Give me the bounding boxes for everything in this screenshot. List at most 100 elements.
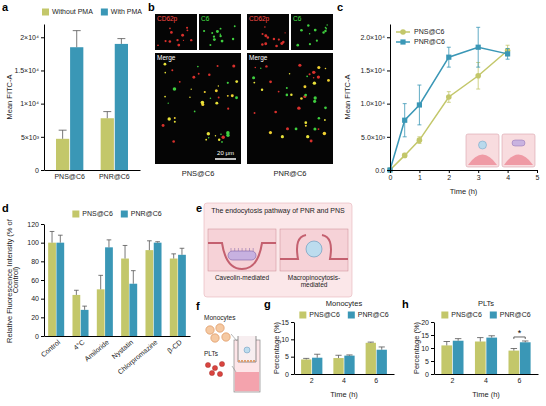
axis-title: Percentage (%)	[412, 321, 421, 374]
particle-spike	[242, 248, 243, 251]
tick: 2	[310, 374, 314, 384]
inset-particle	[479, 141, 487, 149]
tick: 40	[31, 295, 44, 302]
micrograph-speck	[307, 24, 309, 26]
micrograph-speck	[317, 75, 320, 78]
chart-h: 05101520246*PLTsPercentage (%)Time (h)PN…	[412, 299, 539, 399]
diagram-title: The endocytosis pathway of PNR and PNS	[211, 207, 345, 215]
tick: 1.5×10⁴	[14, 67, 44, 74]
micrograph-speck	[309, 33, 311, 35]
micrograph-speck	[326, 24, 327, 25]
micrograph-speck	[227, 82, 229, 84]
micrograph-speck	[164, 96, 166, 98]
tick-label: 80	[31, 258, 39, 265]
micrograph-speck	[267, 36, 269, 38]
panel-letter: b	[148, 1, 155, 13]
chart-title: PLTs	[478, 299, 494, 308]
legend-label: PNR@C6	[358, 311, 389, 318]
axis-line	[390, 25, 391, 171]
micrograph-speck	[254, 67, 256, 69]
micrograph-speck	[220, 28, 222, 30]
micrograph-speck	[169, 40, 172, 43]
channel-label: C6	[293, 15, 302, 22]
tick-label: 4	[484, 377, 488, 384]
tick: β-CD	[166, 336, 184, 355]
micrograph-speck	[305, 125, 307, 127]
micrograph-speck	[232, 64, 235, 67]
y-axis: 05101520	[421, 319, 434, 378]
annotation: *	[518, 328, 522, 338]
inset-particle	[512, 140, 525, 146]
tick-label: 0	[425, 371, 429, 378]
monocyte-icon	[206, 326, 214, 334]
micrograph-group: CD62pC6MergePNS@C620 μm	[155, 14, 241, 178]
micrograph-speck	[220, 133, 222, 135]
channel-label: CD62p	[249, 15, 270, 23]
diagram-frame	[204, 203, 352, 297]
membrane	[280, 235, 348, 259]
micrograph-speck	[231, 94, 234, 97]
error-bar	[58, 235, 63, 242]
tick-label: 0	[35, 167, 39, 174]
tick: 2	[447, 170, 451, 181]
micrograph-speck	[219, 35, 221, 37]
text-line: mediated	[301, 281, 328, 288]
micrograph-speck	[313, 128, 316, 131]
tick-label: Chlorpromazine	[116, 338, 159, 376]
tick: 6	[374, 374, 378, 384]
tick: 4	[342, 374, 346, 384]
micrograph-speck	[227, 95, 229, 97]
micrograph-speck	[157, 44, 159, 46]
particle-spike	[245, 248, 246, 251]
tick: 20	[31, 314, 44, 321]
legend-swatch	[101, 9, 108, 16]
tick: 1.0×10⁴	[360, 100, 390, 107]
line	[390, 47, 508, 170]
micrograph-speck	[213, 36, 215, 38]
tick: 0	[389, 170, 393, 181]
tick-label: 15	[421, 332, 429, 339]
line	[390, 51, 508, 170]
error-bar	[511, 349, 517, 351]
pathway-label: Macropinocytosis-mediated	[288, 274, 340, 288]
error-bar	[50, 231, 55, 242]
text-line: Control)	[11, 266, 20, 293]
micrograph-speck	[317, 66, 320, 69]
axis-line	[44, 25, 45, 171]
merge-label: Merge	[157, 54, 176, 62]
tick-label: 2	[310, 377, 314, 384]
insert	[238, 336, 256, 362]
error-bar	[417, 137, 421, 144]
micrograph-speck	[325, 68, 327, 70]
bar	[105, 247, 113, 336]
tick-label: 4	[506, 174, 510, 181]
tick-label: 6	[518, 377, 522, 384]
scale-bar	[215, 158, 236, 160]
legend-label: Without PMA	[52, 8, 93, 15]
bar	[154, 243, 162, 336]
micrograph-speck	[181, 34, 184, 37]
micrograph-speck	[273, 38, 276, 41]
tick: 0.0	[375, 167, 390, 174]
panel-f: fMonocytesPLTs	[196, 300, 260, 392]
tick-mark	[41, 336, 44, 337]
micrograph-speck	[213, 38, 216, 41]
tick-label: 5.0×10³	[361, 134, 386, 141]
micrograph-speck	[208, 137, 209, 138]
micrograph-speck	[215, 135, 216, 136]
panel-letter: c	[337, 1, 343, 13]
chart-c: 0.05.0×10³1.0×10⁴1.5×10⁴2.0×10⁴012345Mea…	[343, 25, 540, 197]
micrograph-speck	[304, 121, 307, 124]
micrograph-speck	[207, 132, 210, 135]
bar	[377, 350, 387, 374]
particle-spike	[253, 248, 254, 251]
tick-label: 1	[418, 174, 422, 181]
axis-line	[45, 336, 191, 337]
tick-mark	[390, 170, 391, 173]
bar	[453, 341, 464, 374]
scale-label: 20 μm	[217, 150, 234, 156]
micrograph-speck	[234, 25, 236, 27]
micrograph	[199, 14, 241, 50]
tick: 6	[518, 374, 522, 384]
axis-title: Percentage (%)	[272, 321, 281, 374]
